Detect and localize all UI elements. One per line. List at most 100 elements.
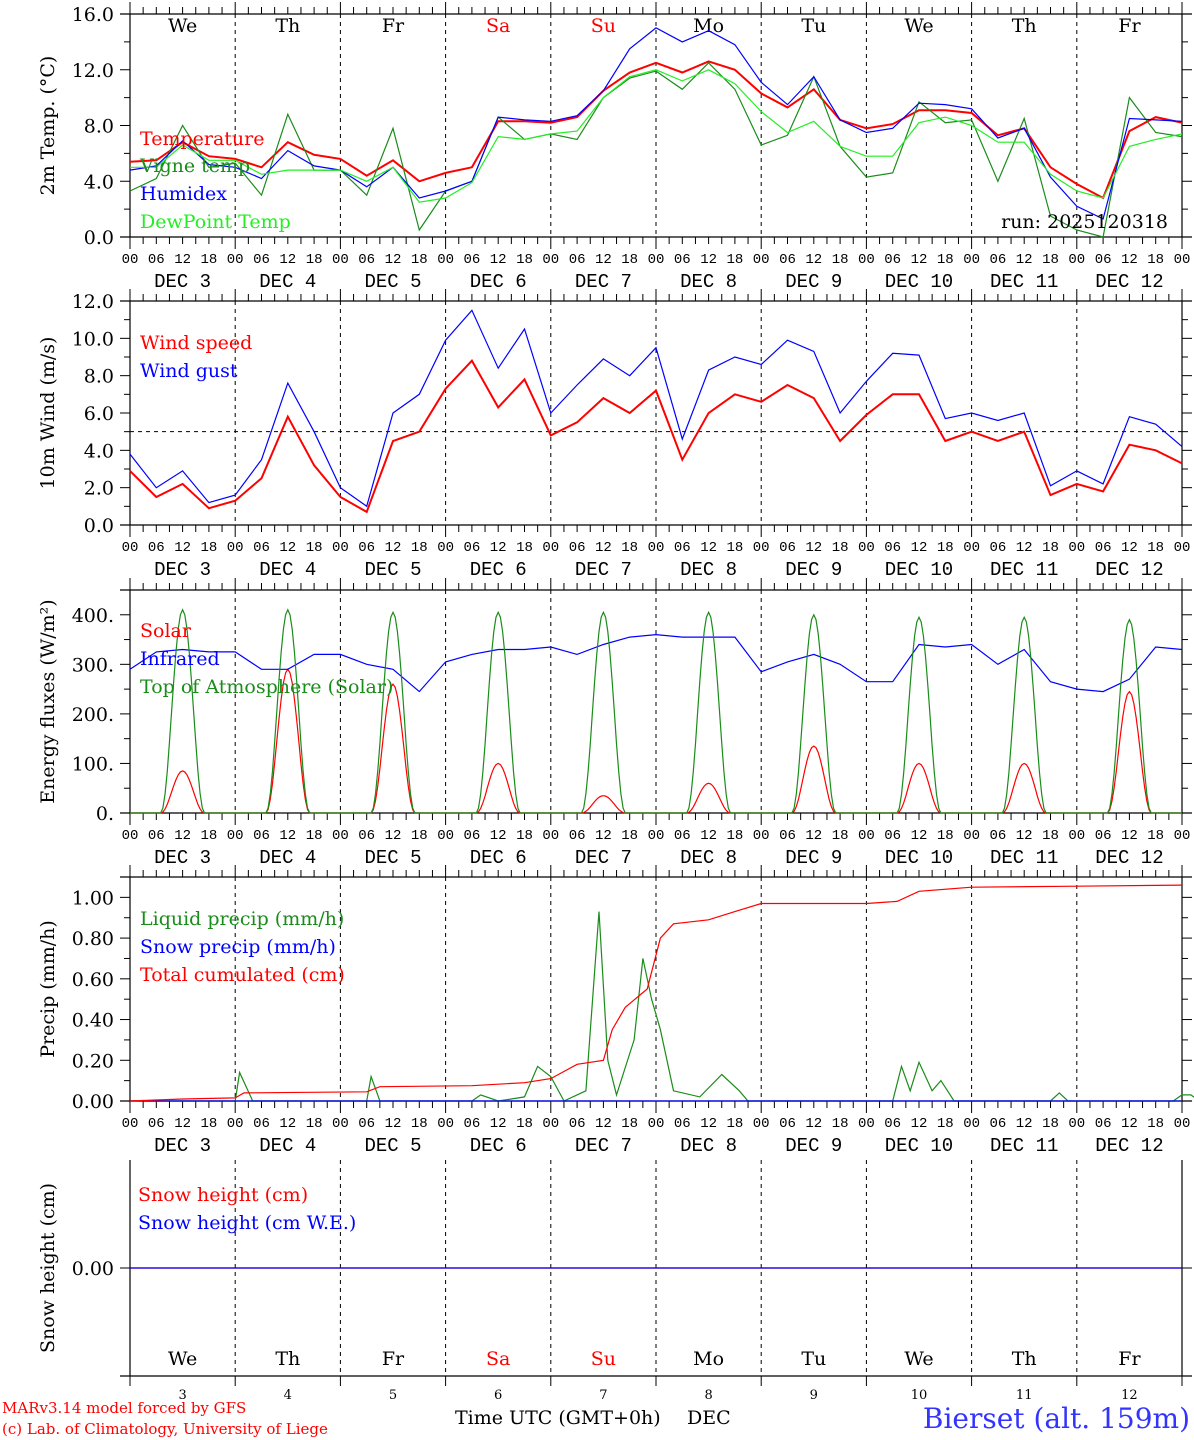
day-name: Su xyxy=(591,15,616,37)
hour-tick-label: 06 xyxy=(674,1116,691,1132)
date-label: DEC 10 xyxy=(885,559,953,581)
hour-tick-label: 00 xyxy=(1068,1116,1085,1132)
day-name: Th xyxy=(1012,1348,1037,1370)
day-name: Fr xyxy=(382,15,405,37)
hour-tick-label: 12 xyxy=(911,1116,928,1132)
hour-tick-label: 00 xyxy=(542,1116,559,1132)
hour-tick-label: 18 xyxy=(832,828,849,844)
date-label: DEC 6 xyxy=(470,271,527,293)
run-label: run: 2025120318 xyxy=(1001,211,1168,233)
hour-tick-label: 18 xyxy=(937,252,954,268)
hour-tick-label: 06 xyxy=(779,252,796,268)
y-tick-label: 400. xyxy=(72,605,114,627)
hour-tick-label: 00 xyxy=(437,1116,454,1132)
hour-tick-label: 06 xyxy=(884,540,901,556)
day-name: Sa xyxy=(486,1348,510,1370)
hour-tick-label: 06 xyxy=(569,1116,586,1132)
date-label: DEC 3 xyxy=(154,559,211,581)
hour-tick-label: 12 xyxy=(595,828,612,844)
hour-tick-label: 18 xyxy=(516,540,533,556)
hour-tick-label: 00 xyxy=(332,540,349,556)
hour-tick-label: 12 xyxy=(595,1116,612,1132)
date-label: DEC 12 xyxy=(1095,271,1163,293)
y-tick-label: 200. xyxy=(72,704,114,726)
hour-tick-label: 06 xyxy=(884,1116,901,1132)
date-label: DEC 6 xyxy=(470,559,527,581)
hour-tick-label: 12 xyxy=(385,540,402,556)
panel-3: 0. 100. 200. 300. 400. Energy fluxes (W/m²) 00… xyxy=(37,578,1192,869)
series-vigne-temp xyxy=(129,61,1183,238)
date-number: 3 xyxy=(178,1388,186,1403)
day-name: Mo xyxy=(693,15,724,37)
hour-tick-label: 06 xyxy=(569,252,586,268)
hour-tick-label: 06 xyxy=(253,1116,270,1132)
hour-tick-label: 00 xyxy=(1174,828,1191,844)
hour-tick-label: 18 xyxy=(1042,252,1059,268)
date-number: 7 xyxy=(599,1388,607,1403)
y-tick-label: 10.0 xyxy=(72,328,114,350)
hour-tick-label: 12 xyxy=(174,252,191,268)
legend-entry: Humidex xyxy=(140,183,227,205)
hour-tick-label: 12 xyxy=(1121,1116,1138,1132)
hour-tick-label: 12 xyxy=(1016,540,1033,556)
hour-tick-label: 00 xyxy=(227,252,244,268)
panel-5: 0.00 Snow height (cm) 3 4 5 6 7 8 9 10 11 12 We Th Fr S… xyxy=(37,1160,1192,1403)
station-label: Bierset (alt. 159m) xyxy=(923,1402,1190,1435)
y-tick-label: 0. xyxy=(96,803,114,825)
hour-tick-label: 00 xyxy=(542,540,559,556)
hour-tick-label: 06 xyxy=(1095,540,1112,556)
date-label: DEC 3 xyxy=(154,847,211,869)
hour-tick-label: 06 xyxy=(1095,252,1112,268)
y-tick-label: 0.0 xyxy=(84,515,114,537)
date-number: 12 xyxy=(1121,1388,1138,1403)
panel-1: 0.0 4.0 8.0 12.0 16.0 2m Temp. (°C) 00 06 12 18 00… xyxy=(37,2,1192,293)
date-label: DEC 8 xyxy=(680,1135,737,1157)
hour-tick-label: 00 xyxy=(858,828,875,844)
hour-tick-label: 12 xyxy=(911,252,928,268)
hour-tick-label: 06 xyxy=(358,1116,375,1132)
hour-tick-label: 00 xyxy=(227,828,244,844)
hour-tick-label: 00 xyxy=(227,1116,244,1132)
series-wind-gust xyxy=(129,309,1183,508)
day-name: Su xyxy=(591,1348,616,1370)
hour-tick-label: 00 xyxy=(858,540,875,556)
hour-tick-label: 18 xyxy=(937,1116,954,1132)
legend-entry: Infrared xyxy=(140,648,220,670)
date-label: DEC 11 xyxy=(990,559,1058,581)
hour-tick-label: 00 xyxy=(332,252,349,268)
hour-tick-label: 00 xyxy=(332,828,349,844)
y-axis-title: Precip (mm/h) xyxy=(37,920,59,1058)
date-label: DEC 4 xyxy=(259,271,316,293)
hour-tick-label: 18 xyxy=(200,252,217,268)
date-label: DEC 12 xyxy=(1095,1135,1163,1157)
y-tick-label: 12.0 xyxy=(72,291,114,313)
hour-tick-label: 18 xyxy=(832,540,849,556)
y-axis-title: 2m Temp. (°C) xyxy=(37,56,59,196)
hour-tick-label: 18 xyxy=(1147,252,1164,268)
legend-entry: Wind gust xyxy=(140,360,238,382)
hour-tick-label: 18 xyxy=(726,540,743,556)
y-axis-title: 10m Wind (m/s) xyxy=(37,337,59,490)
hour-tick-label: 18 xyxy=(411,540,428,556)
hour-tick-label: 06 xyxy=(358,540,375,556)
hour-tick-label: 06 xyxy=(463,252,480,268)
hour-tick-label: 12 xyxy=(279,252,296,268)
day-name: Mo xyxy=(693,1348,724,1370)
hour-tick-label: 18 xyxy=(411,252,428,268)
date-label: DEC 7 xyxy=(575,1135,632,1157)
hour-tick-label: 06 xyxy=(358,828,375,844)
date-label: DEC 12 xyxy=(1095,559,1163,581)
legend-entry: Vigne temp xyxy=(139,155,250,177)
hour-tick-label: 18 xyxy=(937,540,954,556)
hour-tick-label: 18 xyxy=(621,1116,638,1132)
hour-tick-label: 00 xyxy=(858,1116,875,1132)
hour-tick-label: 12 xyxy=(1121,540,1138,556)
hour-tick-label: 00 xyxy=(1068,828,1085,844)
hour-tick-label: 12 xyxy=(279,828,296,844)
hour-tick-label: 00 xyxy=(753,828,770,844)
hour-tick-label: 18 xyxy=(937,828,954,844)
footer-model: MARv3.14 model forced by GFS xyxy=(2,1399,246,1417)
hour-tick-label: 00 xyxy=(648,1116,665,1132)
hour-tick-label: 12 xyxy=(700,252,717,268)
